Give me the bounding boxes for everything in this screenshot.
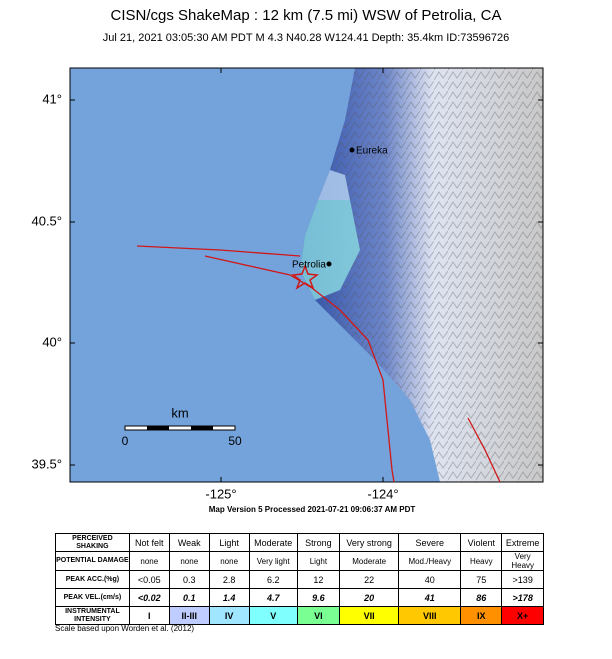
row-header: INSTRUMENTAL INTENSITY	[55, 606, 130, 625]
legend-cell: Strong	[296, 533, 340, 552]
legend-cell: none	[208, 551, 250, 571]
scale-bar	[124, 425, 236, 431]
legend-cell: 6.2	[248, 570, 298, 589]
lat-label: 40.5°	[31, 213, 62, 228]
legend-cell: IV	[208, 606, 250, 625]
lat-label: 40°	[42, 334, 62, 349]
legend-cell: Moderate	[338, 551, 400, 571]
fault-line	[467, 417, 501, 483]
legend-cell: Violent	[460, 533, 503, 552]
legend-row: PERCEIVED SHAKING Not felt Weak Light Modera…	[55, 533, 544, 552]
lat-label: 39.5°	[31, 456, 62, 471]
legend-cell: VII	[338, 606, 400, 625]
legend-cell: 4.7	[248, 588, 298, 607]
terrain-relief	[300, 68, 543, 482]
legend-cell: 1.4	[208, 588, 250, 607]
legend-cell: 12	[296, 570, 340, 589]
scale-bar-frame	[124, 425, 236, 431]
legend-cell: Very strong	[338, 533, 400, 552]
legend-cell: Severe	[398, 533, 462, 552]
legend-cell: IX	[460, 606, 503, 625]
scale-unit: km	[171, 405, 188, 420]
scale-label: 0	[122, 434, 129, 448]
legend-cell: <0.02	[128, 588, 170, 607]
legend-cell: 9.6	[296, 588, 340, 607]
legend-cell: Light	[208, 533, 250, 552]
legend-cell: 41	[398, 588, 462, 607]
legend-cell: Extreme	[501, 533, 544, 552]
legend-cell: none	[128, 551, 170, 571]
legend-cell: Mod./Heavy	[398, 551, 462, 571]
legend-row: INSTRUMENTAL INTENSITY I II-III IV V VI VII VII…	[55, 606, 544, 625]
fault-line	[136, 245, 301, 257]
legend-cell: Weak	[168, 533, 210, 552]
intensity-legend: PERCEIVED SHAKING Not felt Weak Light Modera…	[55, 533, 544, 625]
legend-cell: VI	[296, 606, 340, 625]
legend-cell: II-III	[168, 606, 210, 625]
legend-cell: >139	[501, 570, 544, 589]
scale-label: 50	[228, 434, 242, 448]
legend-cell: >178	[501, 588, 544, 607]
legend-cell: 0.3	[168, 570, 210, 589]
legend-row: PEAK ACC.(%g) <0.05 0.3 2.8 6.2 12 22 40 75 >139	[55, 570, 544, 589]
lon-label: -125°	[205, 486, 236, 501]
city-label: Eureka	[356, 146, 388, 157]
legend-cell: Moderate	[248, 533, 298, 552]
lon-label: -124°	[367, 486, 398, 501]
map-figure: CISN/cgs ShakeMap : 12 km (7.5 mi) WSW o…	[31, 7, 544, 514]
scale-bar-segment	[191, 426, 213, 430]
legend-cell: <0.05	[128, 570, 170, 589]
row-header: PERCEIVED SHAKING	[55, 533, 130, 552]
legend-cell: 0.1	[168, 588, 210, 607]
footnote: Scale based upon Worden et al. (2012)	[55, 624, 195, 633]
legend-cell: Light	[296, 551, 340, 571]
fault-line	[204, 255, 395, 483]
legend-cell: X+	[501, 606, 544, 625]
legend-cell: 75	[460, 570, 503, 589]
legend-row: PEAK VEL.(cm/s) <0.02 0.1 1.4 4.7 9.6 20 41 86 >1…	[55, 588, 544, 607]
subtitle: Jul 21, 2021 03:05:30 AM PDT M 4.3 N40.2…	[103, 32, 509, 44]
city-marker	[326, 261, 332, 267]
legend-cell: Heavy	[460, 551, 503, 571]
title: CISN/cgs ShakeMap : 12 km (7.5 mi) WSW o…	[111, 7, 502, 24]
row-header: PEAK VEL.(cm/s)	[55, 588, 130, 607]
epicenter	[290, 263, 320, 290]
city-marker	[349, 147, 355, 153]
faults	[136, 245, 501, 483]
lat-label: 41°	[42, 91, 62, 106]
row-header: POTENTIAL DAMAGE	[55, 551, 130, 571]
legend-cell: 22	[338, 570, 400, 589]
legend-cell: Very light	[248, 551, 298, 571]
scale-bar-segment	[147, 426, 169, 430]
legend-cell: none	[168, 551, 210, 571]
map-frame	[69, 67, 544, 483]
legend-cell: I	[128, 606, 170, 625]
legend-cell: 40	[398, 570, 462, 589]
legend-cell: VIII	[398, 606, 462, 625]
shaking-zone	[318, 170, 350, 200]
city-label: Petrolia	[292, 260, 326, 271]
legend-cell: V	[248, 606, 298, 625]
map-version: Map Version 5 Processed 2021-07-21 09:06…	[209, 505, 416, 514]
legend-cell: Very Heavy	[501, 551, 544, 571]
legend-cell: 2.8	[208, 570, 250, 589]
legend-cell: Not felt	[128, 533, 170, 552]
legend-row: POTENTIAL DAMAGE none none none Very light Li…	[55, 551, 544, 571]
legend-cell: 86	[460, 588, 503, 607]
row-header: PEAK ACC.(%g)	[55, 570, 130, 589]
legend-cell: 20	[338, 588, 400, 607]
map-axes: 41° 40.5° 40° 39.5° -125° -124°	[31, 68, 543, 501]
